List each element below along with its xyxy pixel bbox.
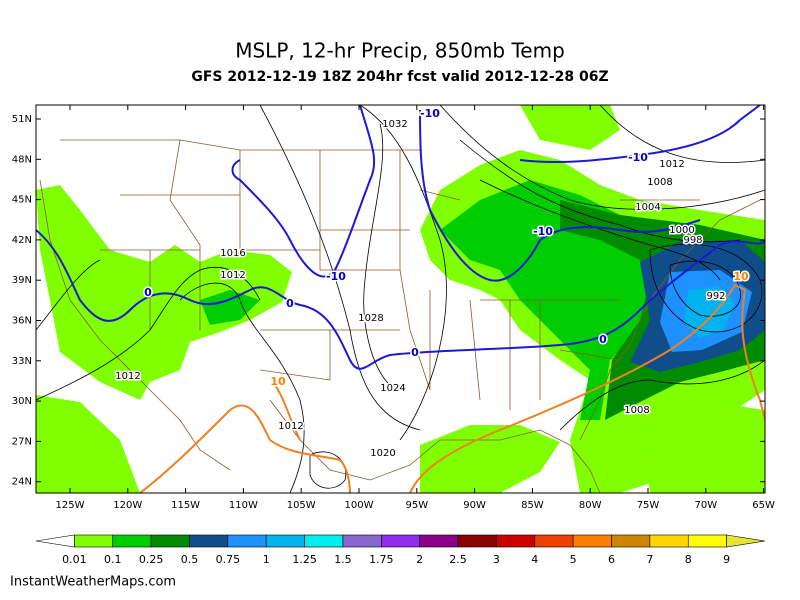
contour-label: 1016	[220, 248, 245, 259]
lat-label: 39N	[12, 275, 32, 286]
contour-label: 1012	[220, 270, 245, 281]
contour-label: 1024	[380, 383, 405, 394]
lon-label: 125W	[56, 500, 85, 511]
colorbar-end	[726, 534, 766, 548]
colorbar-label: 1.25	[292, 553, 317, 566]
colorbar-swatch	[74, 534, 114, 548]
map-axes: 51N 48N 45N 42N 39N 36N 33N 30N 27N 24N 125W 120W 11…	[12, 105, 775, 511]
lon-label: 100W	[345, 500, 374, 511]
contour-label: 1000	[669, 225, 694, 236]
colorbar-label: 7	[646, 553, 653, 566]
contour-label: 1032	[382, 119, 407, 130]
lat-label: 27N	[12, 436, 32, 447]
colorbar-swatch	[687, 534, 727, 548]
contour-label: 1020	[370, 448, 395, 459]
contour-label: 0	[599, 333, 607, 346]
lon-label: 105W	[287, 500, 316, 511]
contour-label: 998	[683, 235, 702, 246]
temp-850-lines	[36, 105, 765, 493]
colorbar-swatch	[611, 534, 651, 548]
colorbar-label: 3	[493, 553, 500, 566]
lat-label: 36N	[12, 316, 32, 327]
isobars	[36, 105, 765, 493]
colorbar-swatch	[381, 534, 420, 548]
colorbar-label: 0.25	[139, 553, 164, 566]
contour-label: 1012	[659, 159, 684, 170]
lon-label: 80W	[579, 500, 602, 511]
colorbar-label: 9	[723, 553, 730, 566]
colorbar-end	[35, 534, 75, 548]
lat-label: 33N	[12, 356, 32, 367]
lon-label: 115W	[171, 500, 200, 511]
lon-label: 90W	[463, 500, 486, 511]
colorbar-swatch	[150, 534, 190, 548]
colorbar-label: 2.5	[449, 553, 467, 566]
contour-label: 10	[733, 270, 749, 283]
contour-label: -10	[628, 151, 648, 164]
colorbar-swatch	[457, 534, 497, 548]
colorbar-swatch	[649, 534, 689, 548]
colorbar: 0.01 0.1 0.25 0.5 0.75 1 1.25 1.5 1.75 2 2.5 3 4 5 6 7 8…	[35, 534, 766, 566]
lat-label: 42N	[12, 235, 32, 246]
colorbar-swatch	[112, 534, 152, 548]
contour-label: 10	[270, 375, 286, 388]
lon-label: 110W	[229, 500, 258, 511]
colorbar-swatch	[189, 534, 229, 548]
contour-label: 992	[706, 291, 725, 302]
colorbar-label: 6	[608, 553, 615, 566]
lon-label: 85W	[521, 500, 544, 511]
colorbar-swatch	[342, 534, 382, 548]
map-title: MSLP, 12-hr Precip, 850mb Temp	[235, 39, 565, 63]
contour-label: 1008	[647, 177, 672, 188]
colorbar-swatch	[227, 534, 267, 548]
colorbar-label: 8	[685, 553, 692, 566]
contour-label: -10	[420, 107, 440, 120]
lat-label: 30N	[12, 396, 32, 407]
lon-label: 120W	[113, 500, 142, 511]
colorbar-swatch	[496, 534, 536, 548]
colorbar-swatch	[572, 534, 612, 548]
colorbar-label: 1	[263, 553, 270, 566]
lat-label: 48N	[12, 154, 32, 165]
colorbar-swatch	[419, 534, 459, 548]
colorbar-swatch	[534, 534, 574, 548]
colorbar-label: 4	[531, 553, 538, 566]
colorbar-label: 0.1	[104, 553, 122, 566]
footer-credit: InstantWeatherMaps.com	[10, 575, 176, 590]
colorbar-label: 5	[570, 553, 577, 566]
contour-label: 1004	[635, 202, 660, 213]
lat-label: 51N	[12, 114, 32, 125]
colorbar-label: 0.75	[216, 553, 241, 566]
contour-label: 0	[411, 346, 419, 359]
lat-label: 24N	[12, 477, 32, 488]
lon-label: 65W	[752, 500, 775, 511]
colorbar-label: 1.5	[334, 553, 352, 566]
contour-label: 1028	[358, 313, 383, 324]
colorbar-label: 2	[416, 553, 423, 566]
colorbar-label: 0.5	[181, 553, 199, 566]
colorbar-label: 1.75	[369, 553, 394, 566]
lon-label: 95W	[405, 500, 428, 511]
contour-label: -10	[326, 270, 346, 283]
precip-medium	[200, 180, 720, 420]
colorbar-swatch	[304, 534, 344, 548]
contour-label: 0	[144, 286, 152, 299]
contour-label: 1012	[115, 371, 140, 382]
contour-label: -10	[533, 225, 553, 238]
contour-label: 0	[286, 297, 294, 310]
colorbar-swatch	[265, 534, 305, 548]
lat-label: 45N	[12, 195, 32, 206]
lon-label: 75W	[637, 500, 660, 511]
precip-light-blue	[684, 286, 735, 338]
contour-label: 1012	[278, 421, 303, 432]
contour-label: 1008	[624, 405, 649, 416]
colorbar-label: 0.01	[62, 553, 87, 566]
lon-label: 70W	[694, 500, 717, 511]
map-frame	[35, 104, 766, 494]
map-subtitle: GFS 2012-12-19 18Z 204hr fcst valid 2012…	[191, 69, 608, 85]
